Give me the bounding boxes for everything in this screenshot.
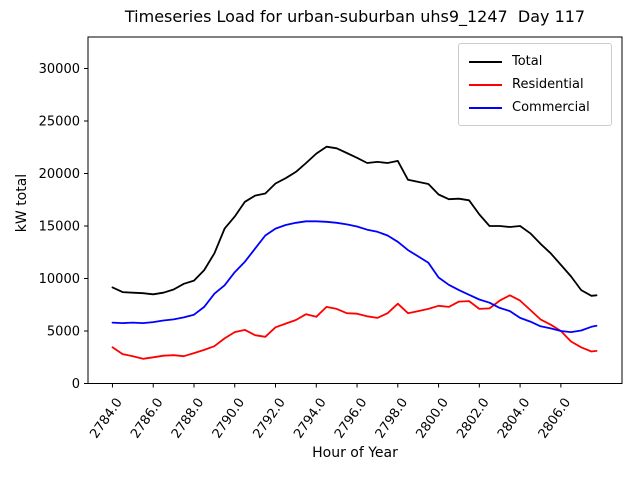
y-tick-label: 5000 [47,325,80,340]
residential-line-swatch [469,83,502,86]
x-tick-label: 2796.0 [332,396,370,442]
x-axis-label: Hour of Year [312,445,398,461]
commercial-line-swatch [469,106,502,109]
x-tick-label: 2802.0 [454,396,492,442]
x-tick-label: 2800.0 [414,396,452,442]
x-tick-label: 2792.0 [250,396,288,442]
x-tick-label: 2794.0 [291,396,329,442]
total-line-swatch [469,60,502,63]
x-tick-label: 2798.0 [373,396,411,442]
series-line-total [111,145,598,297]
series-line-residential [111,294,598,360]
x-tick-label: 2804.0 [495,396,533,442]
legend-item-total: Total [469,50,603,73]
y-tick-label: 20000 [39,167,80,182]
x-tick-label: 2786.0 [128,396,166,442]
axes-frame [87,36,623,384]
x-tick-label: 2784.0 [87,396,125,442]
chart-title: Timeseries Load for urban-suburban uhs9_… [124,7,586,26]
legend-label-total: Total [512,54,543,69]
legend-item-commercial: Commercial [469,96,603,119]
legend: Total Residential Commercial [458,43,612,126]
y-tick-label: 10000 [39,272,80,287]
x-tick-label: 2788.0 [169,396,207,442]
legend-label-residential: Residential [512,77,584,92]
y-tick-label: 0 [72,377,80,392]
y-tick-label: 30000 [39,62,80,77]
x-tick-label: 2790.0 [210,396,248,442]
legend-label-commercial: Commercial [512,100,590,115]
x-tick-label: 2806.0 [536,396,574,442]
legend-item-residential: Residential [469,73,603,96]
series-line-commercial [111,220,598,334]
y-tick-label: 25000 [39,115,80,130]
y-tick-label: 15000 [39,220,80,235]
